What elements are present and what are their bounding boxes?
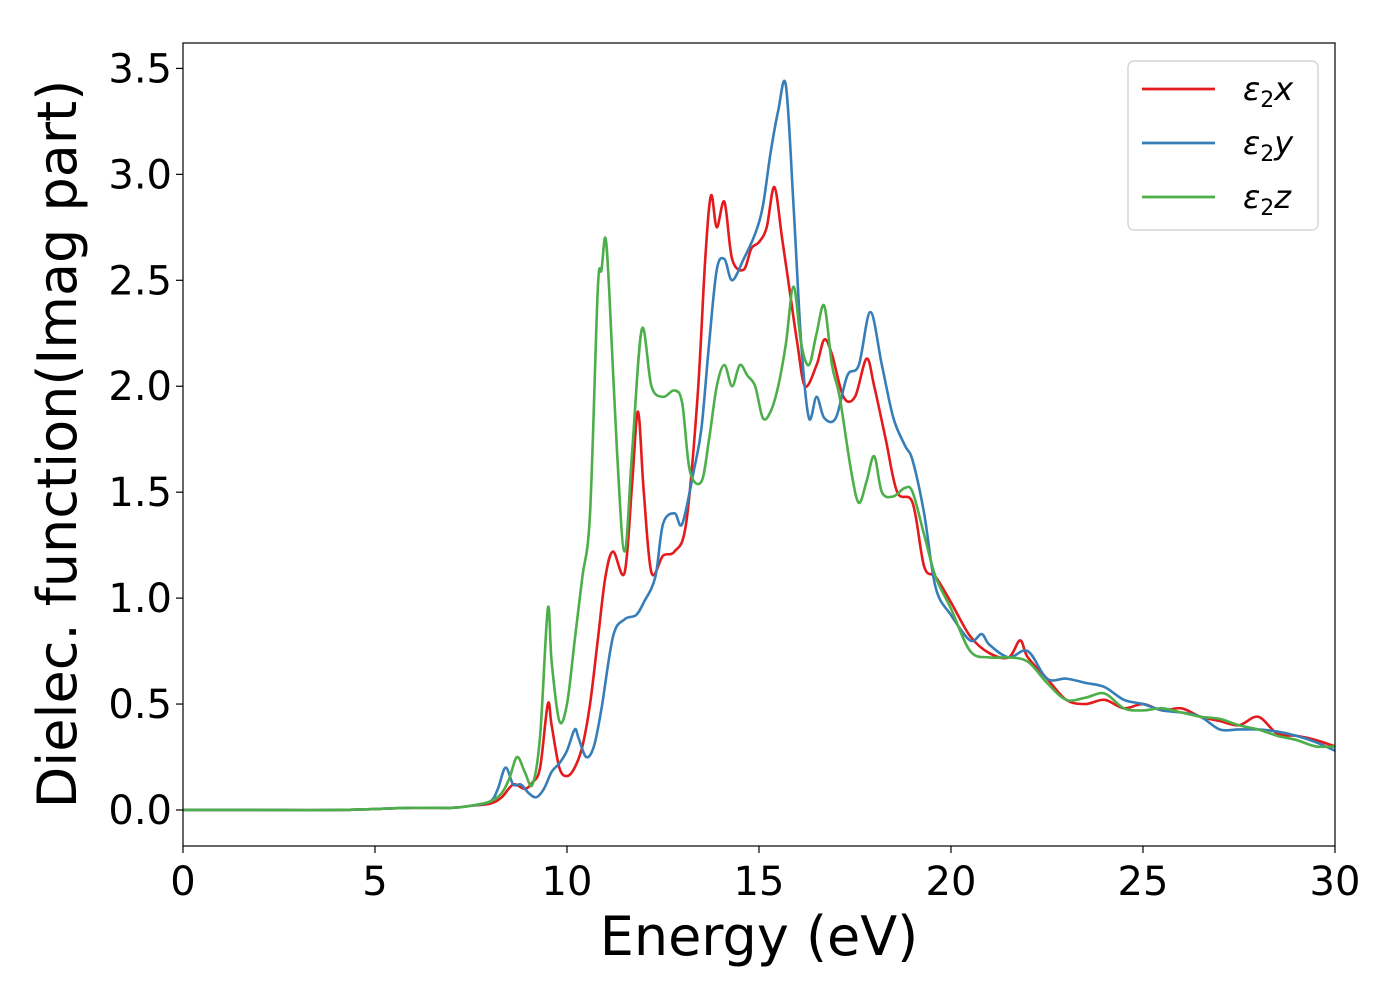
- x-tick-label: 15: [734, 859, 785, 905]
- y-tick-label: 1.0: [108, 576, 172, 622]
- y-tick-label: 2.5: [108, 258, 172, 304]
- y-axis-ticks: 0.0 0.5 1.0 1.5 2.0 2.5 3.0 3.5: [108, 46, 183, 834]
- series-line-z: [183, 236, 1335, 812]
- x-tick-label: 10: [542, 859, 593, 905]
- legend-box: [1127, 60, 1319, 231]
- x-tick-label: 25: [1118, 859, 1169, 905]
- y-tick-label: 1.5: [108, 470, 172, 516]
- legend-label-y: ε2y: [1243, 124, 1294, 167]
- y-tick-label: 3.0: [108, 152, 172, 198]
- y-tick-label: 0.0: [108, 788, 172, 834]
- y-tick-label: 2.0: [108, 364, 172, 410]
- legend: ε2x ε2y ε2z: [1127, 60, 1319, 231]
- x-axis-label: Energy (eV): [600, 905, 919, 968]
- x-axis-ticks: 0 5 10 15 20 25 30: [170, 846, 1360, 905]
- legend-label-z: ε2z: [1243, 178, 1292, 221]
- x-tick-label: 0: [170, 859, 195, 905]
- x-tick-label: 20: [926, 859, 977, 905]
- series-line-y: [183, 79, 1335, 812]
- y-axis-label: Dielec. function(Imag part): [26, 80, 89, 809]
- series-layer: [183, 79, 1335, 812]
- y-tick-label: 0.5: [108, 682, 172, 728]
- series-line-x: [183, 185, 1335, 812]
- y-tick-label: 3.5: [108, 46, 172, 92]
- legend-label-x: ε2x: [1243, 70, 1294, 113]
- x-tick-label: 5: [362, 859, 387, 905]
- x-tick-label: 30: [1310, 859, 1361, 905]
